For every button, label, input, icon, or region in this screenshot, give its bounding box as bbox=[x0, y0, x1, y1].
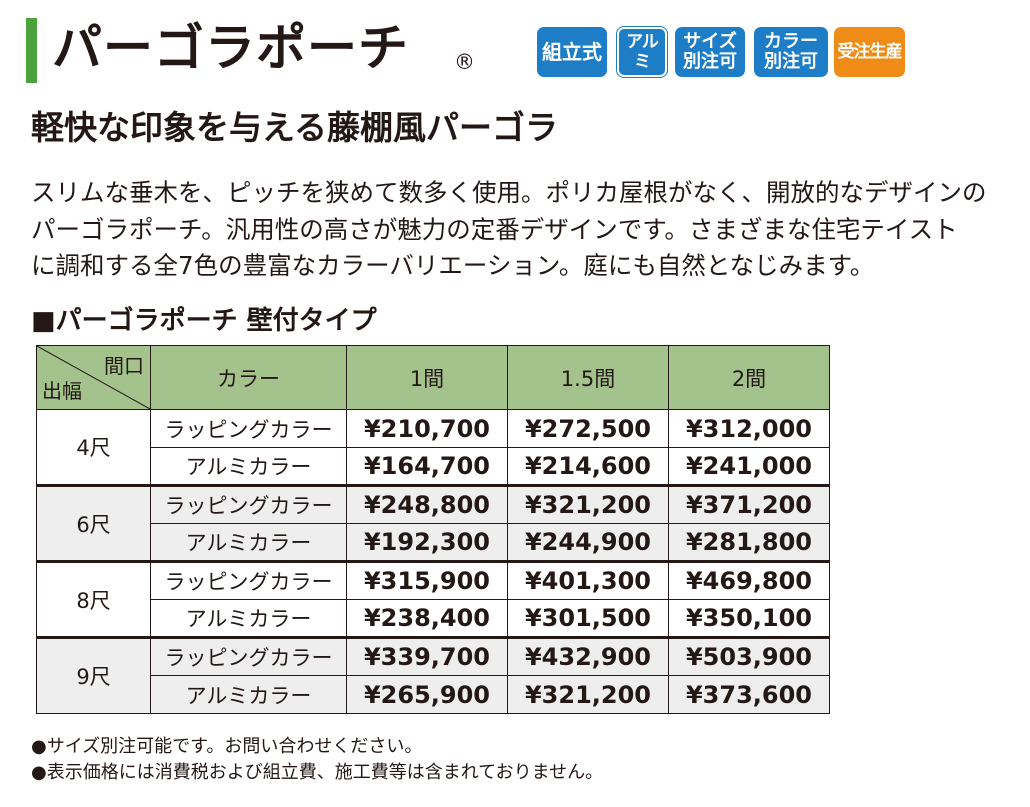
color-cell: ラッピングカラー bbox=[150, 636, 347, 676]
header-color: カラー bbox=[150, 345, 347, 410]
color-cell: アルミカラー bbox=[150, 675, 347, 714]
description-line: パーゴラポーチ。汎用性の高さが魅力の定番デザインです。さまざまな住宅テイスト bbox=[31, 214, 958, 244]
header-2ken: 2間 bbox=[668, 345, 830, 410]
section-title: ■パーゴラポーチ 壁付タイプ bbox=[31, 306, 377, 336]
subtitle: 軽快な印象を与える藤棚風パーゴラ bbox=[31, 108, 559, 147]
badge-made-to-order: 受注生産 bbox=[834, 27, 905, 77]
price-cell: ¥241,000 bbox=[668, 447, 830, 486]
table-row: アルミカラー ¥265,900 ¥321,200 ¥373,600 bbox=[37, 675, 830, 714]
price-cell: ¥371,200 bbox=[668, 484, 830, 524]
price-cell: ¥469,800 bbox=[668, 560, 830, 600]
price-cell: ¥312,000 bbox=[668, 409, 830, 448]
diagonal-line bbox=[37, 346, 150, 409]
description: スリムな垂木を、ピッチを狭めて数多く使用。ポリカ屋根がなく、開放的なデザインの … bbox=[31, 175, 1006, 285]
table-row: 4尺 ラッピングカラー ¥210,700 ¥272,500 ¥312,000 bbox=[36, 409, 830, 486]
price-cell: ¥301,500 bbox=[507, 599, 669, 638]
depth-label: 出幅 bbox=[42, 379, 82, 403]
size-cell: 6尺 bbox=[36, 484, 151, 562]
description-line: スリムな垂木を、ピッチを狭めて数多く使用。ポリカ屋根がなく、開放的なデザインの bbox=[31, 178, 987, 207]
badge-size-custom: サイズ 別注可 bbox=[675, 27, 745, 77]
table-row: アルミカラー ¥164,700 ¥214,600 ¥241,000 bbox=[37, 447, 830, 486]
price-cell: ¥248,800 bbox=[346, 484, 508, 524]
price-table: 間口 出幅 カラー 1間 1.5間 2間 4尺 ラッピングカラー ¥210,70… bbox=[36, 345, 830, 714]
title-accent-bar bbox=[26, 18, 37, 83]
table-row: アルミカラー ¥238,400 ¥301,500 ¥350,100 bbox=[37, 599, 830, 638]
table-row: 8尺 ラッピングカラー ¥315,900 ¥401,300 ¥469,800 bbox=[36, 560, 830, 638]
price-cell: ¥214,600 bbox=[507, 447, 669, 486]
header-1-5ken: 1.5間 bbox=[507, 345, 669, 410]
price-cell: ¥164,700 bbox=[346, 447, 508, 486]
table-row: アルミカラー ¥192,300 ¥244,900 ¥281,800 bbox=[37, 523, 830, 562]
price-cell: ¥321,200 bbox=[507, 675, 669, 714]
registered-mark: ® bbox=[454, 50, 475, 74]
width-label: 間口 bbox=[104, 354, 144, 378]
price-cell: ¥321,200 bbox=[507, 484, 669, 524]
color-cell: アルミカラー bbox=[150, 599, 347, 638]
price-cell: ¥350,100 bbox=[668, 599, 830, 638]
price-cell: ¥281,800 bbox=[668, 523, 830, 562]
footnote: ●表示価格には消費税および組立費、施工費等は含まれておりません。 bbox=[31, 762, 604, 783]
color-cell: ラッピングカラー bbox=[150, 484, 347, 524]
page-title: パーゴラポーチ bbox=[52, 19, 409, 77]
price-cell: ¥315,900 bbox=[346, 560, 508, 600]
table-row: 6尺 ラッピングカラー ¥248,800 ¥321,200 ¥371,200 bbox=[36, 484, 830, 562]
price-cell: ¥373,600 bbox=[668, 675, 830, 714]
size-cell: 4尺 bbox=[36, 409, 151, 486]
footnotes: ●サイズ別注可能です。お問い合わせください。 ●表示価格には消費税および組立費、… bbox=[31, 734, 603, 786]
price-cell: ¥238,400 bbox=[346, 599, 508, 638]
table-header-row: 間口 出幅 カラー 1間 1.5間 2間 bbox=[36, 345, 830, 410]
price-cell: ¥401,300 bbox=[507, 560, 669, 600]
color-cell: ラッピングカラー bbox=[150, 560, 347, 600]
size-cell: 9尺 bbox=[36, 636, 151, 714]
badge-assembly: 組立式 bbox=[537, 27, 607, 77]
price-cell: ¥339,700 bbox=[346, 636, 508, 676]
price-cell: ¥244,900 bbox=[507, 523, 669, 562]
price-cell: ¥192,300 bbox=[346, 523, 508, 562]
price-cell: ¥265,900 bbox=[346, 675, 508, 714]
badge-aluminum: アルミ bbox=[616, 26, 668, 78]
size-cell: 8尺 bbox=[36, 560, 151, 638]
color-cell: ラッピングカラー bbox=[150, 409, 347, 448]
price-cell: ¥272,500 bbox=[507, 409, 669, 448]
price-cell: ¥432,900 bbox=[507, 636, 669, 676]
header-1ken: 1間 bbox=[346, 345, 508, 410]
price-cell: ¥210,700 bbox=[346, 409, 508, 448]
color-cell: アルミカラー bbox=[150, 447, 347, 486]
badge-color-custom: カラー 別注可 bbox=[754, 27, 828, 77]
description-line: に調和する全7色の豊富なカラーバリエーション。庭にも自然となじみます。 bbox=[31, 251, 875, 280]
color-cell: アルミカラー bbox=[150, 523, 347, 562]
footnote: ●サイズ別注可能です。お問い合わせください。 bbox=[31, 736, 423, 757]
corner-header-cell: 間口 出幅 bbox=[36, 345, 151, 410]
table-row: 9尺 ラッピングカラー ¥339,700 ¥432,900 ¥503,900 bbox=[36, 636, 830, 714]
price-cell: ¥503,900 bbox=[668, 636, 830, 676]
